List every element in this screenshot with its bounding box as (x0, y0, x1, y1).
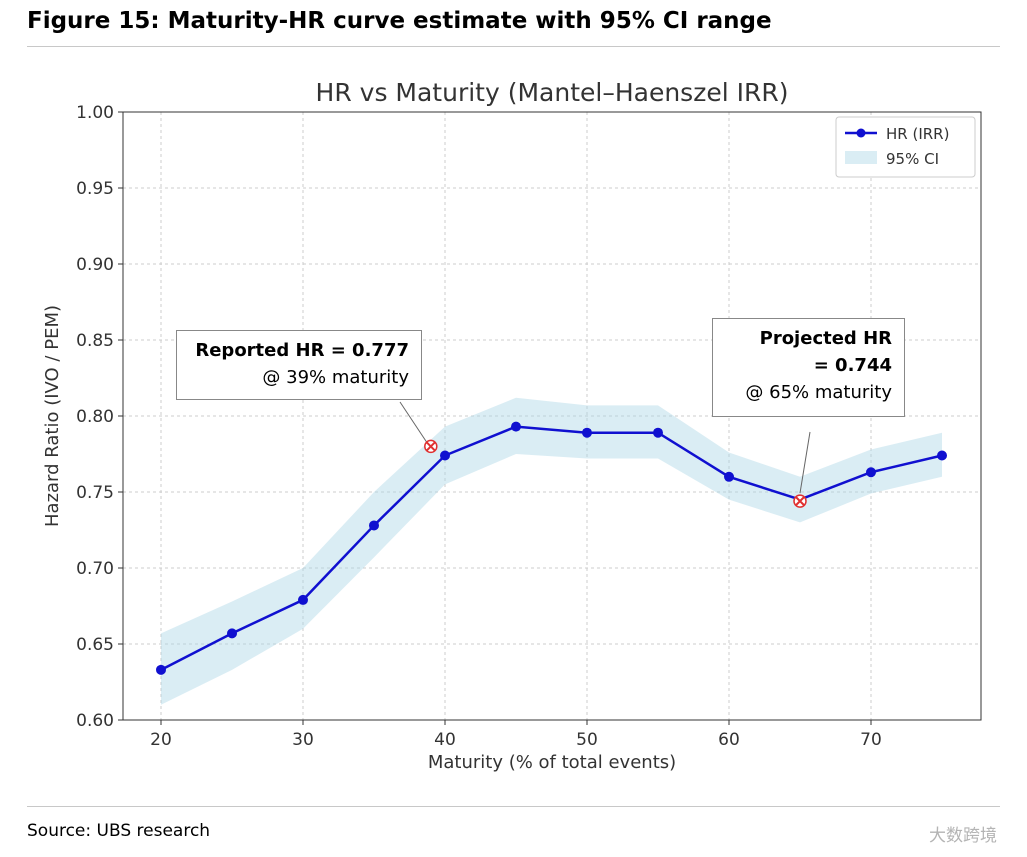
x-tick-label: 20 (150, 730, 172, 750)
chart-title: HR vs Maturity (Mantel–Haenszel IRR) (316, 78, 789, 107)
hr-point (156, 664, 166, 675)
hr-point (653, 427, 663, 438)
y-tick-label: 0.65 (76, 635, 114, 655)
x-tick-label: 60 (718, 730, 740, 750)
y-tick-label: 0.85 (76, 331, 114, 351)
hr-point (440, 450, 450, 461)
plot-frame (122, 111, 982, 721)
source-note: Source: UBS research (27, 821, 211, 841)
leader-line-projected (799, 431, 811, 494)
hr-point (227, 628, 237, 639)
y-tick-label: 0.60 (76, 711, 114, 731)
hr-point (866, 467, 876, 478)
x-tick-label: 50 (576, 730, 598, 750)
legend-label-hr: HR (IRR) (886, 125, 949, 143)
leader-line-reported (399, 401, 428, 443)
hr-point (724, 471, 734, 482)
annotation-projected: Projected HR = 0.744 @ 65% maturity (712, 318, 905, 417)
y-tick-label: 0.80 (76, 407, 114, 427)
top-rule (27, 46, 1000, 47)
legend-ci-swatch (845, 151, 877, 164)
annotation-projected-label: Projected HR (759, 328, 892, 349)
bottom-rule (27, 806, 1000, 807)
y-tick-label: 0.95 (76, 179, 114, 199)
annotation-projected-maturity: @ 65% maturity (745, 382, 892, 403)
annotation-marker-x (795, 496, 805, 506)
legend-label-ci: 95% CI (886, 150, 939, 168)
annotation-reported-maturity: @ 39% maturity (262, 367, 409, 388)
hr-point (937, 450, 947, 461)
watermark: 大数跨境 (929, 826, 997, 846)
legend-marker-swatch (856, 128, 866, 138)
annotation-reported: Reported HR = 0.777 @ 39% maturity (176, 330, 422, 400)
x-tick-label: 70 (860, 730, 882, 750)
x-axis-label: Maturity (% of total events) (428, 752, 676, 773)
hr-point (511, 421, 521, 432)
x-tick-label: 30 (292, 730, 314, 750)
annotation-reported-value: Reported HR = 0.777 (195, 340, 409, 361)
y-axis-label: Hazard Ratio (IVO / PEM) (42, 305, 63, 527)
hr-point (582, 427, 592, 438)
y-tick-label: 0.75 (76, 483, 114, 503)
figure-title: Figure 15: Maturity-HR curve estimate wi… (27, 8, 772, 34)
annotation-marker-x (426, 441, 436, 452)
hr-point (298, 594, 308, 605)
y-tick-label: 1.00 (76, 103, 114, 123)
x-tick-label: 40 (434, 730, 456, 750)
y-tick-label: 0.90 (76, 255, 114, 275)
hr-line (160, 425, 943, 671)
hr-point (369, 520, 379, 531)
annotation-projected-value: = 0.744 (813, 355, 892, 376)
y-tick-label: 0.70 (76, 559, 114, 579)
ci-band (161, 397, 942, 705)
